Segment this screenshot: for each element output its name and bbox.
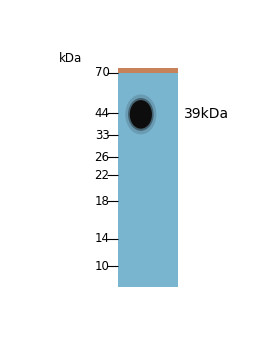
Text: 18: 18 [95, 195, 110, 208]
Ellipse shape [125, 94, 156, 134]
Bar [117, 71, 178, 287]
Text: 22: 22 [94, 169, 110, 182]
Text: 44: 44 [94, 106, 110, 120]
Text: kDa: kDa [59, 52, 82, 65]
Text: 14: 14 [94, 233, 110, 245]
Text: 39kDa: 39kDa [184, 108, 229, 121]
Bar [117, 68, 178, 72]
Text: 26: 26 [94, 151, 110, 164]
Ellipse shape [130, 100, 152, 129]
Text: 70: 70 [95, 66, 110, 80]
Text: 33: 33 [95, 129, 110, 142]
Text: 10: 10 [95, 260, 110, 273]
Ellipse shape [128, 98, 154, 131]
